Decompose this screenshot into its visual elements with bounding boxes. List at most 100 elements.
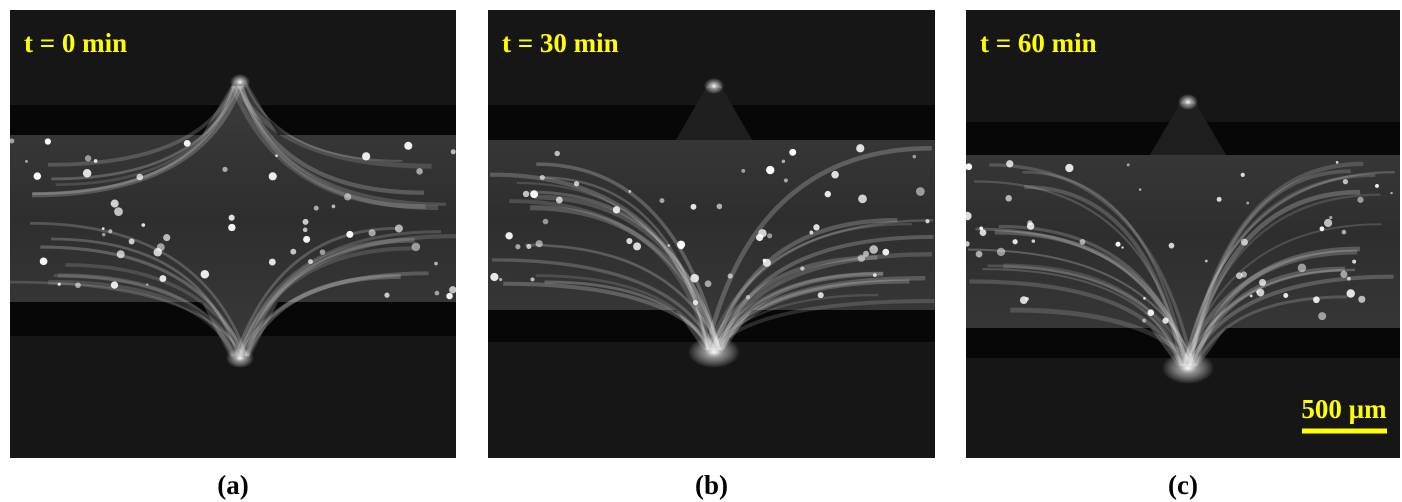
particle (1340, 271, 1347, 278)
particle (45, 138, 51, 144)
panel-label: (a) (217, 470, 248, 500)
particle (767, 233, 772, 238)
particle (269, 172, 277, 180)
particle (1313, 296, 1320, 303)
particle (667, 244, 670, 247)
particle (1006, 160, 1013, 167)
particle (308, 259, 313, 264)
particle (362, 152, 370, 160)
particle (141, 223, 145, 227)
particle (526, 244, 531, 249)
particle (556, 197, 563, 204)
particle (818, 292, 824, 298)
figure: t = 0 min(a)t = 30 min(b)t = 60 min(c)50… (0, 0, 1402, 502)
particle (1127, 163, 1130, 166)
particle (1005, 195, 1012, 202)
particle (1143, 297, 1146, 300)
particle (705, 280, 712, 287)
particle (1139, 188, 1142, 191)
glow (226, 348, 254, 368)
particle (916, 187, 925, 196)
particle (1343, 179, 1348, 184)
particle (691, 204, 697, 210)
particle (763, 259, 766, 262)
glow (688, 336, 740, 368)
particle (111, 200, 119, 208)
particle (626, 238, 632, 244)
particle (677, 241, 685, 249)
particle (505, 232, 512, 239)
particle (499, 278, 502, 281)
particle (369, 229, 376, 236)
particle (320, 249, 326, 255)
particle (858, 194, 867, 203)
particle (346, 231, 353, 238)
particle (184, 140, 191, 147)
glow (1162, 352, 1214, 384)
particle (146, 283, 148, 285)
particle (384, 293, 389, 298)
particle (129, 239, 135, 245)
particle (1259, 279, 1266, 286)
particle (1147, 309, 1154, 316)
particle (925, 219, 929, 223)
particle (102, 227, 105, 230)
particle (660, 198, 665, 203)
panel-label: (b) (695, 470, 728, 500)
particle (58, 283, 61, 286)
particle (746, 295, 750, 299)
particle (543, 219, 549, 225)
particle (523, 191, 529, 197)
particle (111, 281, 118, 288)
glow (1178, 94, 1198, 110)
particle (1320, 226, 1325, 231)
glow (704, 78, 724, 94)
time-label: t = 30 min (502, 28, 619, 58)
particle (813, 224, 819, 230)
particle (1080, 239, 1086, 245)
particle (344, 193, 351, 200)
particle (332, 205, 336, 209)
particle (858, 255, 865, 262)
particle (435, 291, 440, 296)
particle (117, 250, 125, 258)
particle (1329, 216, 1332, 219)
particle (782, 160, 785, 163)
particle (75, 282, 81, 288)
particle (540, 175, 545, 180)
particle (766, 166, 774, 174)
particle (809, 231, 813, 235)
particle (1115, 242, 1120, 247)
particle (290, 249, 296, 255)
particle (1336, 161, 1339, 164)
particle (25, 160, 28, 163)
particle (784, 178, 788, 182)
particle (451, 149, 456, 154)
particle (275, 154, 278, 157)
particle (1342, 230, 1347, 235)
particle (228, 224, 235, 231)
particle (869, 245, 878, 254)
particle (94, 159, 98, 163)
particle (303, 219, 309, 225)
particle (1241, 173, 1245, 177)
particle (159, 275, 166, 282)
panel-label: (c) (1168, 470, 1198, 500)
particle (404, 142, 412, 150)
particle (303, 228, 308, 233)
particle (979, 227, 983, 231)
particle (153, 248, 162, 257)
particle (201, 270, 210, 279)
particle (314, 206, 319, 211)
particle (34, 172, 42, 180)
particle (1241, 239, 1248, 246)
particle (114, 207, 123, 216)
particle (1027, 222, 1034, 229)
image-content (9, 10, 456, 458)
particle (1246, 202, 1249, 205)
particle (913, 155, 917, 159)
particle (1142, 319, 1146, 323)
particle (873, 273, 877, 277)
image-content (963, 10, 1400, 458)
particle (85, 155, 91, 161)
